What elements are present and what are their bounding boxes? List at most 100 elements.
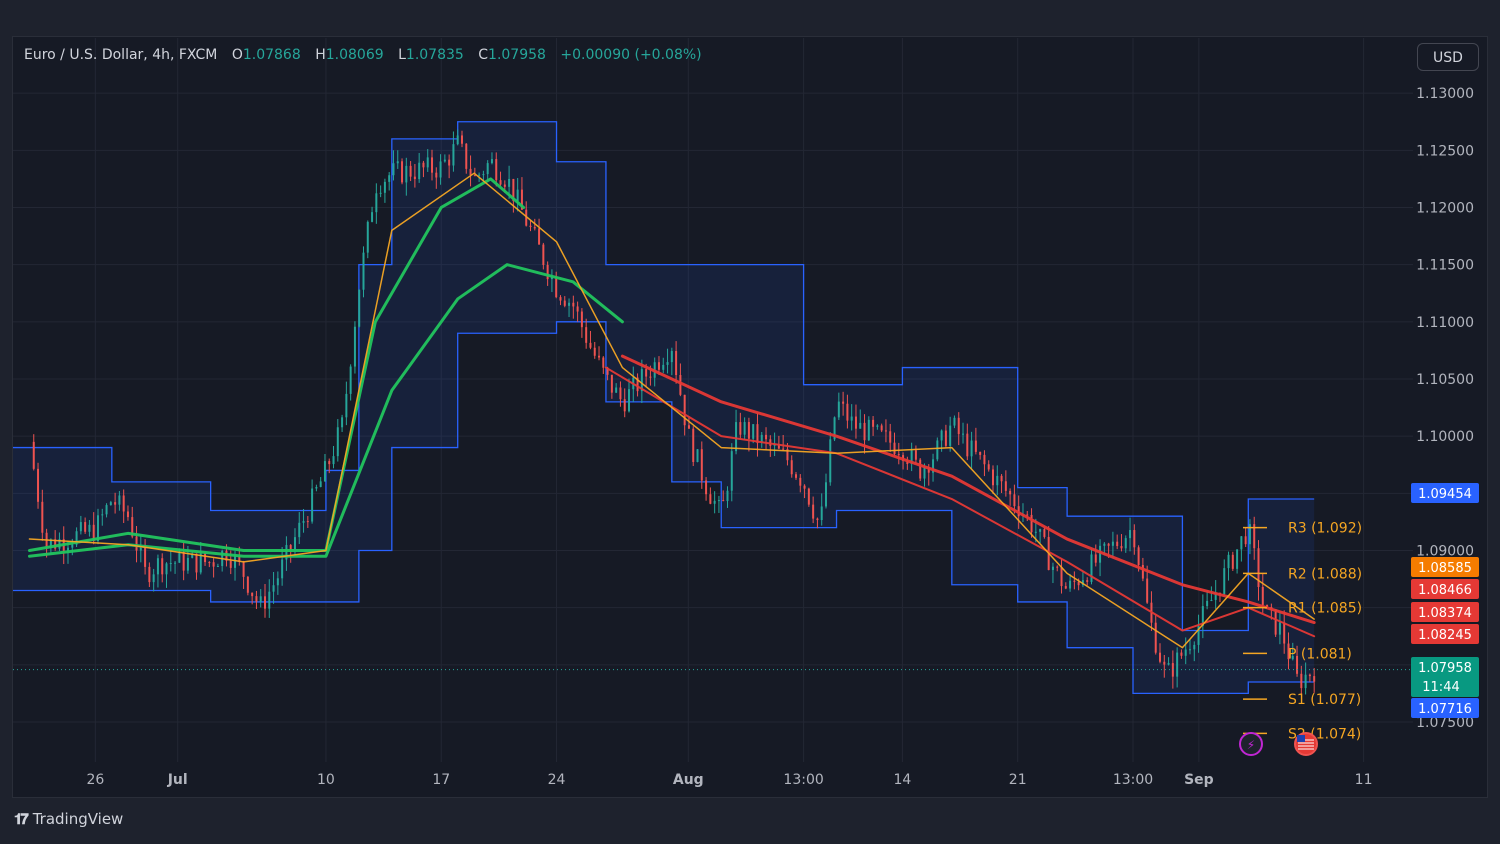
candle-body [516, 189, 519, 202]
candle-body [1184, 649, 1187, 656]
candle-body [820, 506, 823, 521]
candle-body [619, 387, 622, 400]
candle-body [242, 561, 245, 577]
candle-body [1099, 545, 1102, 563]
candle-body [679, 375, 682, 395]
candle-body [174, 562, 177, 564]
candle-body [576, 306, 579, 312]
candle-body [1278, 622, 1281, 635]
candle-body [829, 439, 832, 483]
candle-body [426, 157, 429, 168]
candle-body [563, 300, 566, 306]
candle-body [435, 172, 438, 178]
candle-body [970, 440, 973, 457]
candle-body [460, 135, 463, 144]
candle-body [593, 347, 596, 356]
x-tick-label: 11 [1355, 772, 1373, 788]
candle-body [131, 517, 134, 537]
candle-body [443, 159, 446, 162]
ema-line [27, 177, 526, 552]
candle-body [54, 539, 57, 549]
flag-canton [1297, 735, 1305, 742]
candle-body [1107, 543, 1110, 546]
candle-body [161, 558, 164, 575]
candle-body [662, 364, 665, 370]
price-badge-label: 1.08245 [1418, 628, 1472, 643]
tradingview-brand[interactable]: 𝟏𝟕 TradingView [14, 810, 123, 828]
candle-body [156, 558, 159, 575]
candle-body [700, 449, 703, 481]
candle-body [1060, 566, 1063, 587]
currency-button[interactable]: USD [1417, 43, 1479, 71]
candle-body [538, 228, 541, 245]
candle-body [405, 165, 408, 183]
candle-body [503, 184, 506, 187]
candle-body [807, 488, 810, 505]
candle-body [932, 459, 935, 473]
candle-body [730, 451, 733, 491]
candle-body [713, 500, 716, 504]
candle-body [122, 495, 125, 512]
candle-body [88, 524, 91, 532]
candle-body [884, 430, 887, 432]
candle-body [413, 176, 416, 180]
candle-body [1240, 536, 1243, 550]
candle-body [966, 433, 969, 457]
pivot-label: R2 (1.088) [1288, 566, 1362, 582]
close-value: 1.07958 [488, 47, 546, 63]
candle-body [396, 161, 399, 164]
candle-body [944, 430, 947, 446]
candle-body [195, 553, 198, 573]
candle-body [1064, 586, 1067, 589]
candle-body [1300, 673, 1303, 689]
candle-body [49, 539, 52, 547]
candle-body [974, 440, 977, 452]
candle-body [96, 515, 99, 541]
candle-body [777, 444, 780, 449]
candle-body [628, 389, 630, 412]
candle-body [84, 522, 87, 532]
candle-body [490, 159, 493, 164]
candle-body [401, 161, 404, 183]
candle-body [824, 482, 827, 507]
candle-body [1308, 674, 1311, 677]
open-value: 1.07868 [242, 47, 301, 63]
candle-body [1197, 625, 1200, 645]
candle-body [1120, 546, 1123, 549]
x-tick-label: Jul [167, 772, 188, 788]
candle-body [336, 427, 339, 457]
candle-body [842, 401, 845, 404]
candle-body [264, 596, 266, 609]
y-tick-label: 1.10500 [1416, 372, 1474, 388]
candle-body [182, 551, 185, 571]
candle-body [854, 416, 857, 429]
price-badge [1411, 657, 1479, 697]
candle-body [1171, 663, 1174, 677]
x-tick-label: 10 [317, 772, 335, 788]
candle-body [795, 474, 798, 478]
candle-body [75, 531, 78, 545]
candle-body [919, 459, 922, 479]
candle-body [229, 560, 232, 568]
candle-body [208, 562, 211, 564]
candle-body [1257, 548, 1260, 588]
candle-body [906, 461, 909, 465]
candle-body [169, 563, 172, 565]
candle-body [1124, 538, 1127, 549]
candle-body [949, 425, 952, 446]
candle-body [529, 225, 532, 228]
candle-body [1039, 529, 1042, 532]
candle-body [323, 461, 326, 482]
candle-body [285, 545, 288, 560]
candle-body [448, 159, 451, 166]
candle-body [610, 374, 613, 393]
brand-label: TradingView [32, 810, 124, 828]
candle-body [568, 302, 571, 306]
ema-line [604, 366, 1316, 638]
candle-body [422, 162, 425, 168]
candle-body [1159, 652, 1162, 662]
candle-body [687, 425, 690, 429]
candle-body [293, 537, 296, 550]
candle-body [101, 514, 104, 516]
